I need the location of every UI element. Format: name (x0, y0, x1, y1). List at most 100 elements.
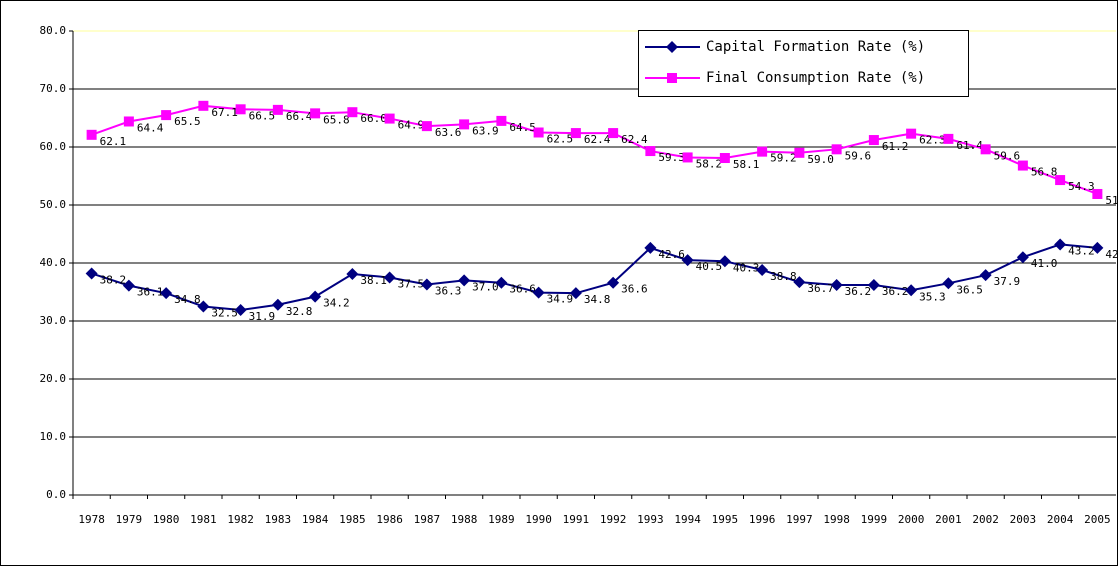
data-label: 38.2 (100, 273, 127, 286)
data-label: 65.5 (174, 115, 201, 128)
x-tick-label: 1986 (376, 513, 403, 526)
data-label: 63.9 (472, 124, 499, 137)
data-label: 59.6 (994, 149, 1021, 162)
x-tick-label: 1982 (227, 513, 254, 526)
data-point (645, 146, 656, 157)
data-label: 38.1 (360, 274, 387, 287)
x-tick-label: 1994 (674, 513, 701, 526)
data-point (85, 267, 98, 280)
data-label: 35.3 (919, 290, 946, 303)
x-tick-label: 1979 (116, 513, 143, 526)
data-label: 36.3 (435, 284, 462, 297)
data-label: 59.3 (658, 151, 685, 164)
data-label: 62.4 (621, 133, 648, 146)
data-point (459, 119, 470, 130)
x-tick-label: 1987 (414, 513, 441, 526)
data-label: 67.1 (211, 106, 238, 119)
data-point (1091, 241, 1104, 254)
x-tick-label: 1998 (823, 513, 850, 526)
data-label: 34.9 (547, 293, 574, 306)
data-label: 43.2 (1068, 244, 1095, 257)
data-label: 59.0 (807, 153, 834, 166)
data-label: 51.9 (1105, 194, 1119, 207)
data-point (830, 279, 843, 292)
y-tick-label: 0.0 (46, 488, 66, 501)
y-tick-label: 40.0 (40, 256, 67, 269)
data-point (906, 128, 917, 139)
data-label: 36.2 (882, 285, 909, 298)
data-point (867, 279, 880, 292)
legend-label: Final Consumption Rate (%) (706, 70, 925, 86)
data-label: 66.4 (286, 110, 313, 123)
x-tick-label: 2000 (898, 513, 925, 526)
data-point (347, 107, 358, 118)
data-point (1017, 160, 1028, 171)
y-tick-label: 80.0 (40, 24, 67, 37)
data-point (831, 144, 842, 155)
data-label: 36.6 (509, 283, 536, 296)
data-point (309, 290, 322, 303)
data-point (1092, 188, 1103, 199)
x-tick-label: 1997 (786, 513, 813, 526)
x-tick-label: 1996 (749, 513, 776, 526)
x-tick-label: 1981 (190, 513, 217, 526)
data-point (905, 284, 918, 297)
data-point (198, 100, 209, 111)
x-tick-label: 1978 (78, 513, 105, 526)
data-label: 58.1 (733, 158, 760, 171)
data-point (421, 121, 432, 132)
data-label: 59.6 (845, 149, 872, 162)
x-tick-label: 2004 (1047, 513, 1074, 526)
data-label: 42.6 (658, 248, 685, 261)
data-label: 66.5 (249, 109, 276, 122)
x-tick-label: 1999 (861, 513, 888, 526)
data-label: 36.6 (621, 283, 648, 296)
data-point (420, 278, 433, 291)
data-point (235, 104, 246, 115)
data-point (644, 241, 657, 254)
data-label: 36.2 (845, 285, 872, 298)
data-label: 64.9 (398, 119, 425, 132)
data-label: 62.4 (584, 133, 611, 146)
data-point (197, 300, 210, 313)
x-tick-label: 1990 (525, 513, 552, 526)
data-label: 32.5 (211, 307, 238, 320)
data-label: 59.2 (770, 152, 797, 165)
data-label: 32.8 (286, 305, 313, 318)
data-label: 54.3 (1068, 180, 1095, 193)
data-label: 34.2 (323, 297, 350, 310)
series-line (91, 104, 1098, 195)
data-point (272, 104, 283, 115)
data-point (569, 287, 582, 300)
data-label: 58.2 (696, 157, 723, 170)
data-label: 56.8 (1031, 166, 1058, 179)
data-label: 36.5 (956, 283, 983, 296)
data-point (681, 254, 694, 267)
data-point (86, 129, 97, 140)
data-point (607, 276, 620, 289)
data-label: 37.9 (994, 275, 1021, 288)
y-tick-label: 60.0 (40, 140, 67, 153)
data-label: 37.5 (398, 278, 425, 291)
data-point (1016, 251, 1029, 264)
x-tick-label: 1995 (712, 513, 739, 526)
data-label: 34.8 (584, 293, 611, 306)
data-label: 41.0 (1031, 257, 1058, 270)
x-tick-label: 1983 (265, 513, 292, 526)
x-tick-label: 2002 (972, 513, 999, 526)
data-point (234, 303, 247, 316)
y-tick-label: 50.0 (40, 198, 67, 211)
data-label: 34.8 (174, 293, 201, 306)
data-label: 62.3 (919, 134, 946, 147)
data-point (570, 128, 581, 139)
data-point (756, 263, 769, 276)
x-tick-label: 1991 (563, 513, 590, 526)
data-point (1054, 238, 1067, 251)
data-label: 61.4 (956, 139, 983, 152)
data-point (533, 127, 544, 138)
data-point (383, 271, 396, 284)
data-label: 64.5 (509, 121, 536, 134)
data-point (682, 152, 693, 163)
data-label: 40.5 (696, 260, 723, 273)
